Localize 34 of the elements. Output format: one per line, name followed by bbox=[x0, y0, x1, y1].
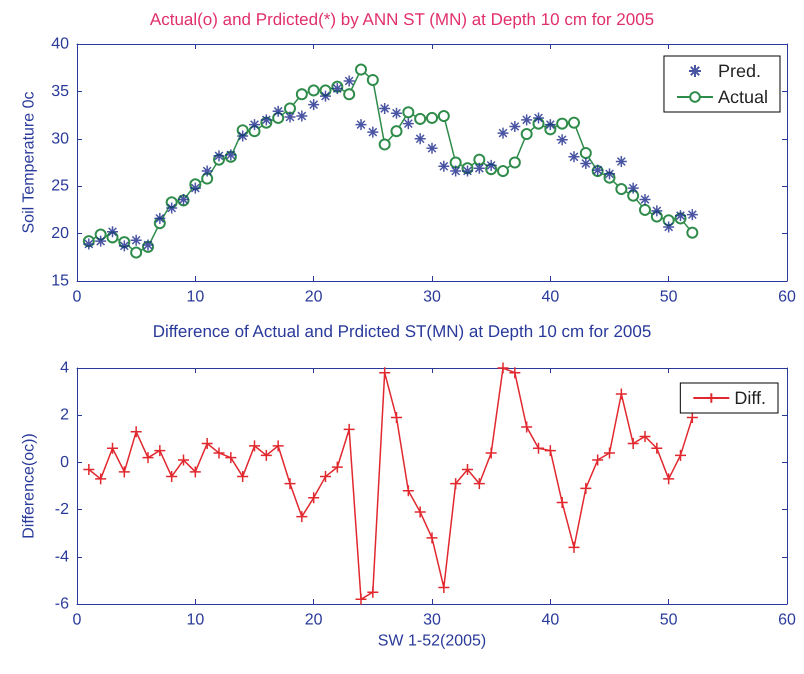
x-tick-label: 20 bbox=[304, 612, 323, 628]
y-tick-label: 30 bbox=[51, 130, 70, 148]
chart-title: Actual(o) and Prdicted(*) by ANN ST (MN) at Depth 10 cm for 2005 bbox=[150, 10, 654, 29]
x-tick-label: 40 bbox=[541, 612, 560, 628]
x-tick-label: 10 bbox=[186, 612, 204, 628]
x-tick-label: 40 bbox=[541, 288, 560, 306]
y-tick-label: 15 bbox=[51, 272, 70, 290]
y-tick-label: 25 bbox=[51, 178, 70, 195]
x-tick-label: 0 bbox=[72, 288, 82, 306]
y-axis-title: Difference(oc)) bbox=[20, 433, 38, 539]
x-tick-label: 50 bbox=[660, 612, 678, 628]
y-tick-label: 4 bbox=[60, 360, 70, 376]
x-tick-label: 60 bbox=[778, 288, 796, 306]
legend-label: Diff. bbox=[734, 388, 766, 408]
x-tick-label: 30 bbox=[423, 288, 441, 306]
x-tick-label: 0 bbox=[72, 612, 82, 628]
legend-label: Actual bbox=[718, 87, 768, 107]
y-tick-label: 35 bbox=[51, 82, 70, 100]
x-tick-label: 30 bbox=[423, 612, 441, 628]
x-tick-label: 60 bbox=[778, 612, 796, 628]
x-axis-title: SW 1-52(2005) bbox=[378, 632, 486, 650]
y-tick-label: -2 bbox=[54, 501, 70, 518]
y-tick-label: 2 bbox=[60, 406, 70, 424]
legend-label: Pred. bbox=[718, 61, 762, 81]
y-tick-label: 40 bbox=[51, 36, 70, 52]
y-axis-title: Soil Temperature 0c bbox=[20, 92, 38, 234]
y-tick-label: 20 bbox=[51, 225, 70, 242]
x-tick-label: 10 bbox=[186, 288, 204, 306]
x-tick-label: 20 bbox=[304, 288, 323, 306]
y-tick-label: 0 bbox=[60, 454, 70, 471]
y-tick-label: -6 bbox=[54, 596, 70, 612]
chart-title: Difference of Actual and Prdicted ST(MN) at Depth 10 cm for 2005 bbox=[152, 322, 652, 341]
y-tick-label: -4 bbox=[54, 548, 70, 566]
x-tick-label: 50 bbox=[660, 288, 678, 306]
